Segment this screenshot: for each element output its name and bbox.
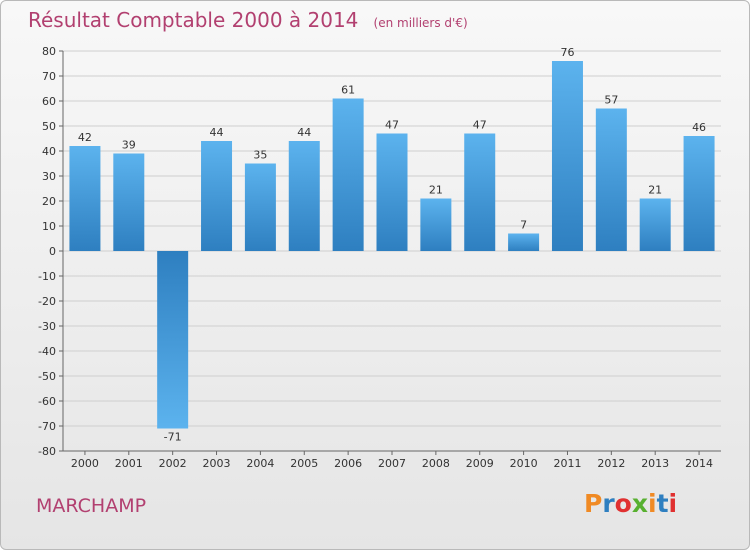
y-tick-label: 30 bbox=[42, 170, 56, 183]
bar-value-label: 47 bbox=[473, 119, 487, 132]
x-tick-label: 2004 bbox=[246, 457, 274, 470]
x-tick-label: 2001 bbox=[115, 457, 143, 470]
x-tick-label: 2007 bbox=[378, 457, 406, 470]
chart-title: Résultat Comptable 2000 à 2014 bbox=[28, 8, 359, 32]
bar bbox=[595, 108, 627, 251]
x-tick-label: 2006 bbox=[334, 457, 362, 470]
bar-value-label: 47 bbox=[385, 119, 399, 132]
logo-letter: i bbox=[668, 489, 678, 518]
x-tick-label: 2014 bbox=[685, 457, 713, 470]
bar bbox=[201, 141, 233, 251]
y-tick-label: -70 bbox=[38, 420, 56, 433]
logo-letter: x bbox=[631, 489, 648, 518]
y-tick-label: 80 bbox=[42, 45, 56, 58]
y-tick-label: -20 bbox=[38, 295, 56, 308]
y-tick-label: -10 bbox=[38, 270, 56, 283]
bar-value-label: 44 bbox=[297, 126, 311, 139]
x-tick-label: 2011 bbox=[553, 457, 581, 470]
logo-letter: t bbox=[656, 489, 669, 518]
x-tick-label: 2005 bbox=[290, 457, 318, 470]
commune-name: MARCHAMP bbox=[36, 495, 147, 517]
proxiti-logo: Proxiti bbox=[584, 489, 677, 518]
y-tick-label: 40 bbox=[42, 145, 56, 158]
bar bbox=[113, 153, 145, 251]
bar-value-label: 76 bbox=[560, 46, 574, 59]
y-tick-label: -40 bbox=[38, 345, 56, 358]
bar bbox=[244, 163, 276, 251]
x-tick-label: 2010 bbox=[510, 457, 538, 470]
bar-value-label: 61 bbox=[341, 84, 355, 97]
y-tick-label: 70 bbox=[42, 70, 56, 83]
bar bbox=[288, 141, 320, 251]
bar bbox=[332, 98, 364, 251]
y-tick-label: 20 bbox=[42, 195, 56, 208]
chart-unit: (en milliers d'€) bbox=[373, 16, 468, 30]
bar bbox=[639, 198, 671, 251]
logo-letter: o bbox=[614, 489, 632, 518]
y-tick-label: 10 bbox=[42, 220, 56, 233]
bar-value-label: 44 bbox=[210, 126, 224, 139]
bar-value-label: 21 bbox=[429, 184, 443, 197]
y-tick-label: 50 bbox=[42, 120, 56, 133]
logo-letter: i bbox=[648, 489, 657, 518]
bar-value-label: -71 bbox=[164, 431, 182, 444]
bar-value-label: 39 bbox=[122, 139, 136, 152]
bar bbox=[376, 133, 408, 251]
y-tick-label: -30 bbox=[38, 320, 56, 333]
bar bbox=[683, 136, 715, 251]
bar-value-label: 57 bbox=[604, 94, 618, 107]
y-tick-label: -50 bbox=[38, 370, 56, 383]
bar-value-label: 46 bbox=[692, 121, 706, 134]
bar bbox=[420, 198, 452, 251]
y-tick-label: -80 bbox=[38, 445, 56, 458]
x-tick-label: 2003 bbox=[203, 457, 231, 470]
y-tick-label: 0 bbox=[49, 245, 56, 258]
x-tick-label: 2000 bbox=[71, 457, 99, 470]
title-block: Résultat Comptable 2000 à 2014 (en milli… bbox=[28, 8, 468, 32]
x-tick-label: 2012 bbox=[597, 457, 625, 470]
x-tick-label: 2009 bbox=[466, 457, 494, 470]
y-tick-label: -60 bbox=[38, 395, 56, 408]
logo-letter: r bbox=[602, 489, 615, 518]
x-tick-label: 2002 bbox=[159, 457, 187, 470]
bar bbox=[508, 233, 540, 251]
logo-letter: P bbox=[584, 489, 603, 518]
bar-value-label: 42 bbox=[78, 131, 92, 144]
x-tick-label: 2013 bbox=[641, 457, 669, 470]
bar-value-label: 21 bbox=[648, 184, 662, 197]
bar bbox=[69, 146, 101, 251]
bar bbox=[157, 251, 189, 429]
x-tick-label: 2008 bbox=[422, 457, 450, 470]
bar bbox=[551, 61, 583, 251]
y-tick-label: 60 bbox=[42, 95, 56, 108]
bar-value-label: 7 bbox=[520, 219, 527, 232]
bar bbox=[464, 133, 496, 251]
bar-value-label: 35 bbox=[253, 149, 267, 162]
